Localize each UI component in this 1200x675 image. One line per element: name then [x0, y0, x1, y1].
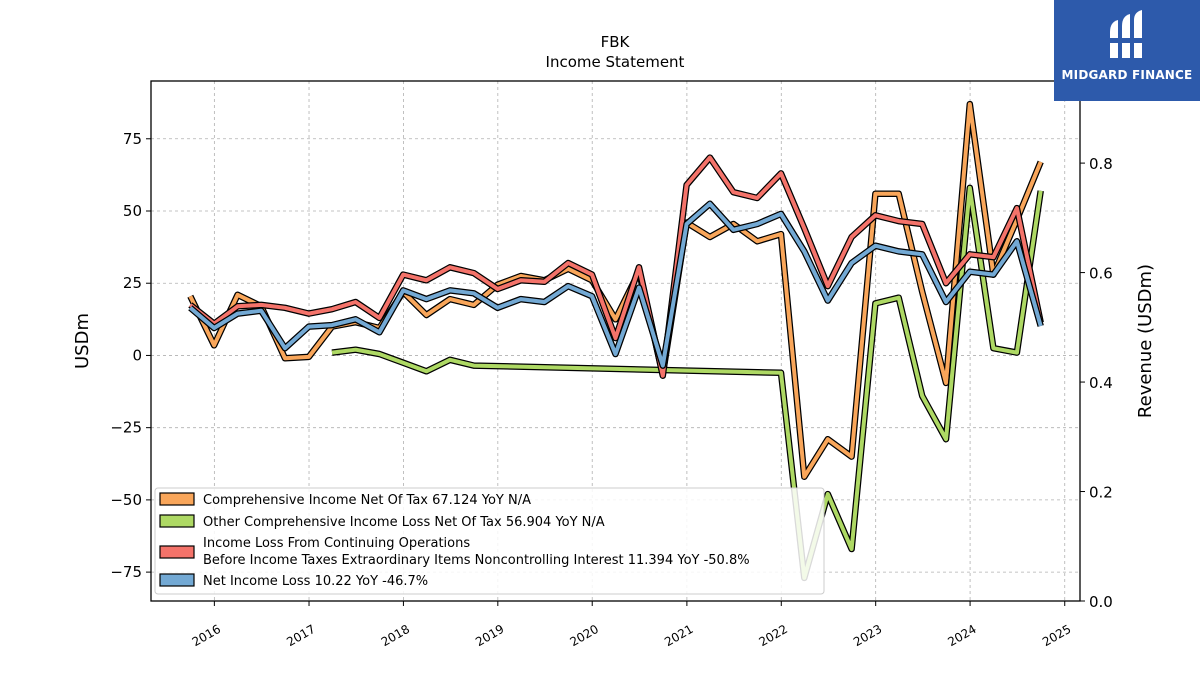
midgard-logo-icon — [1106, 10, 1148, 58]
ytick-right-label: 0.6 — [1089, 265, 1113, 283]
legend-swatch-other-comprehensive-income — [159, 514, 195, 528]
xtick-label: 2020 — [567, 622, 600, 649]
ytick-label: −25 — [110, 419, 142, 437]
legend-label-net-income: Net Income Loss 10.22 YoY -46.7% — [203, 574, 428, 589]
plot-frame — [150, 80, 1081, 602]
ytick-label: −50 — [110, 491, 142, 509]
xtick-label: 2023 — [851, 622, 884, 649]
legend-swatch-income-continuing-operations — [159, 545, 195, 559]
series-0-outline — [187, 100, 1044, 481]
series-2-stroke — [189, 155, 1043, 378]
legend: Comprehensive Income Net Of Tax 67.124 Y… — [154, 487, 825, 595]
series-lines — [187, 100, 1044, 582]
y-axis-label: USDm — [72, 313, 93, 369]
series-0-stroke — [188, 102, 1043, 479]
series-1-stroke — [331, 185, 1043, 580]
ytick-label: −75 — [110, 563, 142, 581]
series-1-line — [331, 184, 1044, 582]
brand-logo: MIDGARD FINANCE — [1054, 0, 1200, 101]
legend-swatch-comprehensive-income — [159, 492, 195, 506]
series-2-line — [188, 154, 1044, 379]
series-3-line — [188, 200, 1044, 369]
y-axis-right-label: Revenue (USDm) — [1135, 264, 1156, 418]
ytick-label: 25 — [123, 274, 142, 292]
chart-title: FBK — [601, 33, 631, 51]
xtick-label: 2025 — [1040, 622, 1073, 649]
xtick-label: 2017 — [284, 622, 317, 649]
chart-subtitle: Income Statement — [546, 53, 685, 71]
legend-label-other-comprehensive-income: Other Comprehensive Income Loss Net Of T… — [203, 515, 605, 530]
legend-box — [154, 487, 825, 595]
xtick-label: 2019 — [473, 622, 506, 649]
left-axis-ticks: 75 50 25 0 −25 −50 −75 — [110, 130, 151, 581]
xtick-label: 2016 — [190, 622, 223, 649]
ytick-label: 50 — [123, 202, 142, 220]
legend-label-income-continuing-operations-line1: Income Loss From Continuing Operations — [203, 536, 470, 551]
series-0-line — [187, 100, 1044, 481]
xtick-label: 2021 — [662, 622, 695, 649]
ytick-label: 75 — [123, 130, 142, 148]
ytick-right-label: 0.2 — [1089, 484, 1113, 502]
xtick-label: 2018 — [379, 622, 412, 649]
series-3-stroke — [189, 201, 1043, 368]
right-axis-ticks: 0.0 0.2 0.4 0.6 0.8 — [1080, 155, 1113, 611]
ytick-right-label: 0.0 — [1089, 593, 1113, 611]
x-axis-ticks: 2016 2017 2018 2019 2020 2021 2022 2023 2024 2025 — [190, 601, 1073, 649]
ytick-label: 0 — [132, 346, 142, 364]
legend-label-comprehensive-income: Comprehensive Income Net Of Tax 67.124 Y… — [203, 493, 531, 508]
ytick-right-label: 0.4 — [1089, 374, 1113, 392]
ytick-right-label: 0.8 — [1089, 155, 1113, 173]
brand-name: MIDGARD FINANCE — [1061, 68, 1193, 82]
legend-swatch-net-income — [159, 573, 195, 587]
xtick-label: 2024 — [945, 622, 978, 649]
xtick-label: 2022 — [757, 622, 790, 649]
legend-label-income-continuing-operations-line2: Before Income Taxes Extraordinary Items … — [203, 553, 750, 568]
